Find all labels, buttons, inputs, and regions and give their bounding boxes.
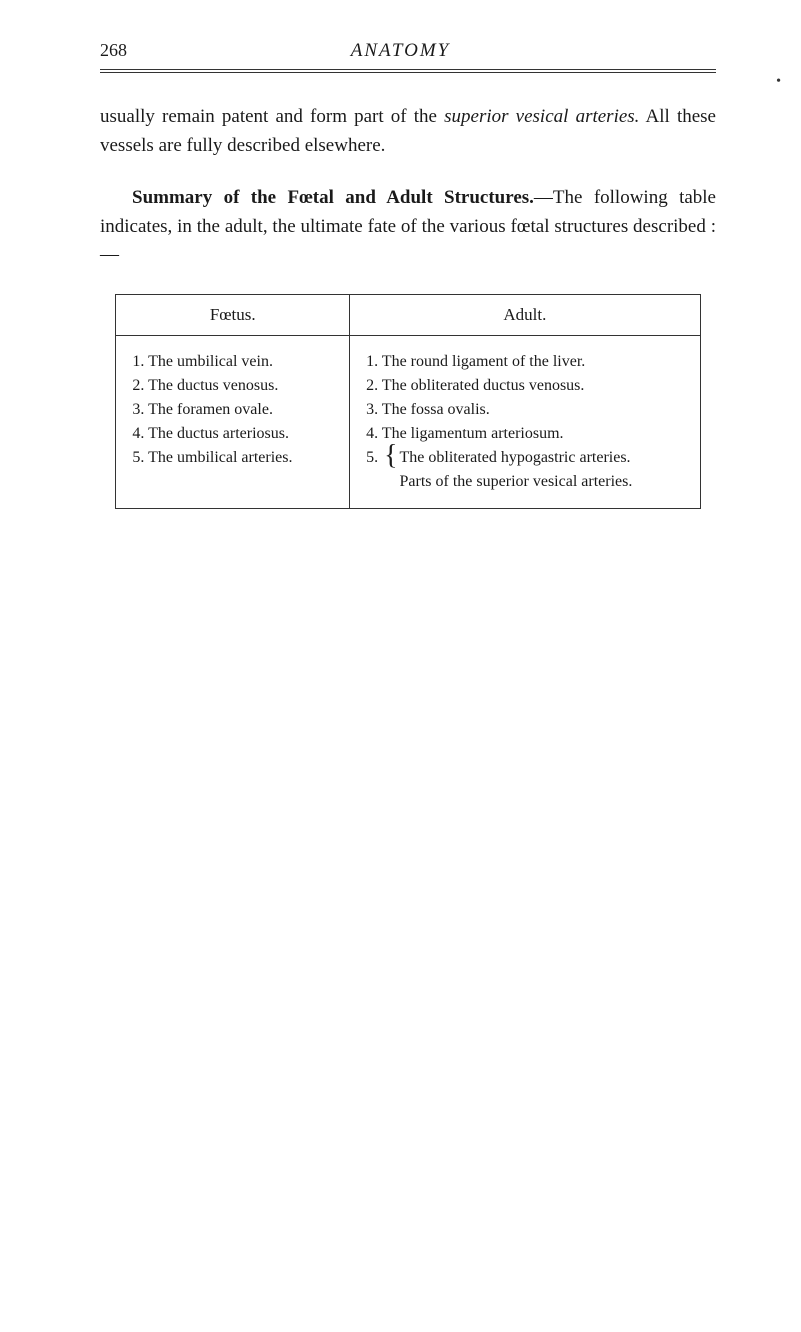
foetus-item-5: 5. The umbilical arteries. — [132, 446, 333, 470]
foetus-item-3: 3. The foramen ovale. — [132, 398, 333, 422]
paragraph-2: Summary of the Fœtal and Adult Structure… — [100, 184, 716, 270]
header-rule-1 — [100, 69, 716, 70]
table-body-row: 1. The umbilical vein. 2. The ductus ven… — [116, 335, 700, 508]
adult-item-5-content: The obliterated hypogastric arteries. Pa… — [400, 446, 633, 494]
side-mark: • — [776, 74, 781, 90]
adult-item-5-line2: Parts of the superior vesical arteries. — [400, 470, 633, 494]
header-rule-2 — [100, 72, 716, 73]
adult-item-3: 3. The fossa ovalis. — [366, 398, 684, 422]
para1-italic: superior vesical arteries. — [444, 106, 639, 127]
brace-icon: { — [384, 446, 397, 466]
comparison-table: Fœtus. Adult. 1. The umbilical vein. 2. … — [115, 294, 700, 509]
adult-item-4: 4. The ligamentum arteriosum. — [366, 422, 684, 446]
adult-item-5: 5. { The obliterated hypogastric arterie… — [366, 446, 684, 494]
adult-item-5-num: 5. — [366, 446, 378, 470]
foetus-item-1: 1. The umbilical vein. — [132, 350, 333, 374]
adult-item-2: 2. The obliterated ductus venosus. — [366, 374, 684, 398]
para1-pre: usually remain patent and form part of t… — [100, 106, 444, 127]
foetus-cell: 1. The umbilical vein. 2. The ductus ven… — [116, 335, 350, 508]
paragraph-1: usually remain patent and form part of t… — [100, 103, 716, 160]
adult-item-5-line1: The obliterated hypogastric arteries. — [400, 446, 633, 470]
adult-item-1: 1. The round ligament of the liver. — [366, 350, 684, 374]
para2-bold: Summary of the Fœtal and Adult Structure… — [132, 187, 534, 208]
table-header-foetus: Fœtus. — [116, 294, 350, 335]
page-content: 268 ANATOMY usually remain patent and fo… — [0, 0, 801, 549]
page-number: 268 — [100, 40, 127, 61]
foetus-item-2: 2. The ductus venosus. — [132, 374, 333, 398]
adult-cell: 1. The round ligament of the liver. 2. T… — [350, 335, 701, 508]
table-header-row: Fœtus. Adult. — [116, 294, 700, 335]
table-header-adult: Adult. — [350, 294, 701, 335]
header-title: ANATOMY — [351, 40, 451, 62]
foetus-item-4: 4. The ductus arteriosus. — [132, 422, 333, 446]
header-row: 268 ANATOMY — [100, 40, 716, 61]
